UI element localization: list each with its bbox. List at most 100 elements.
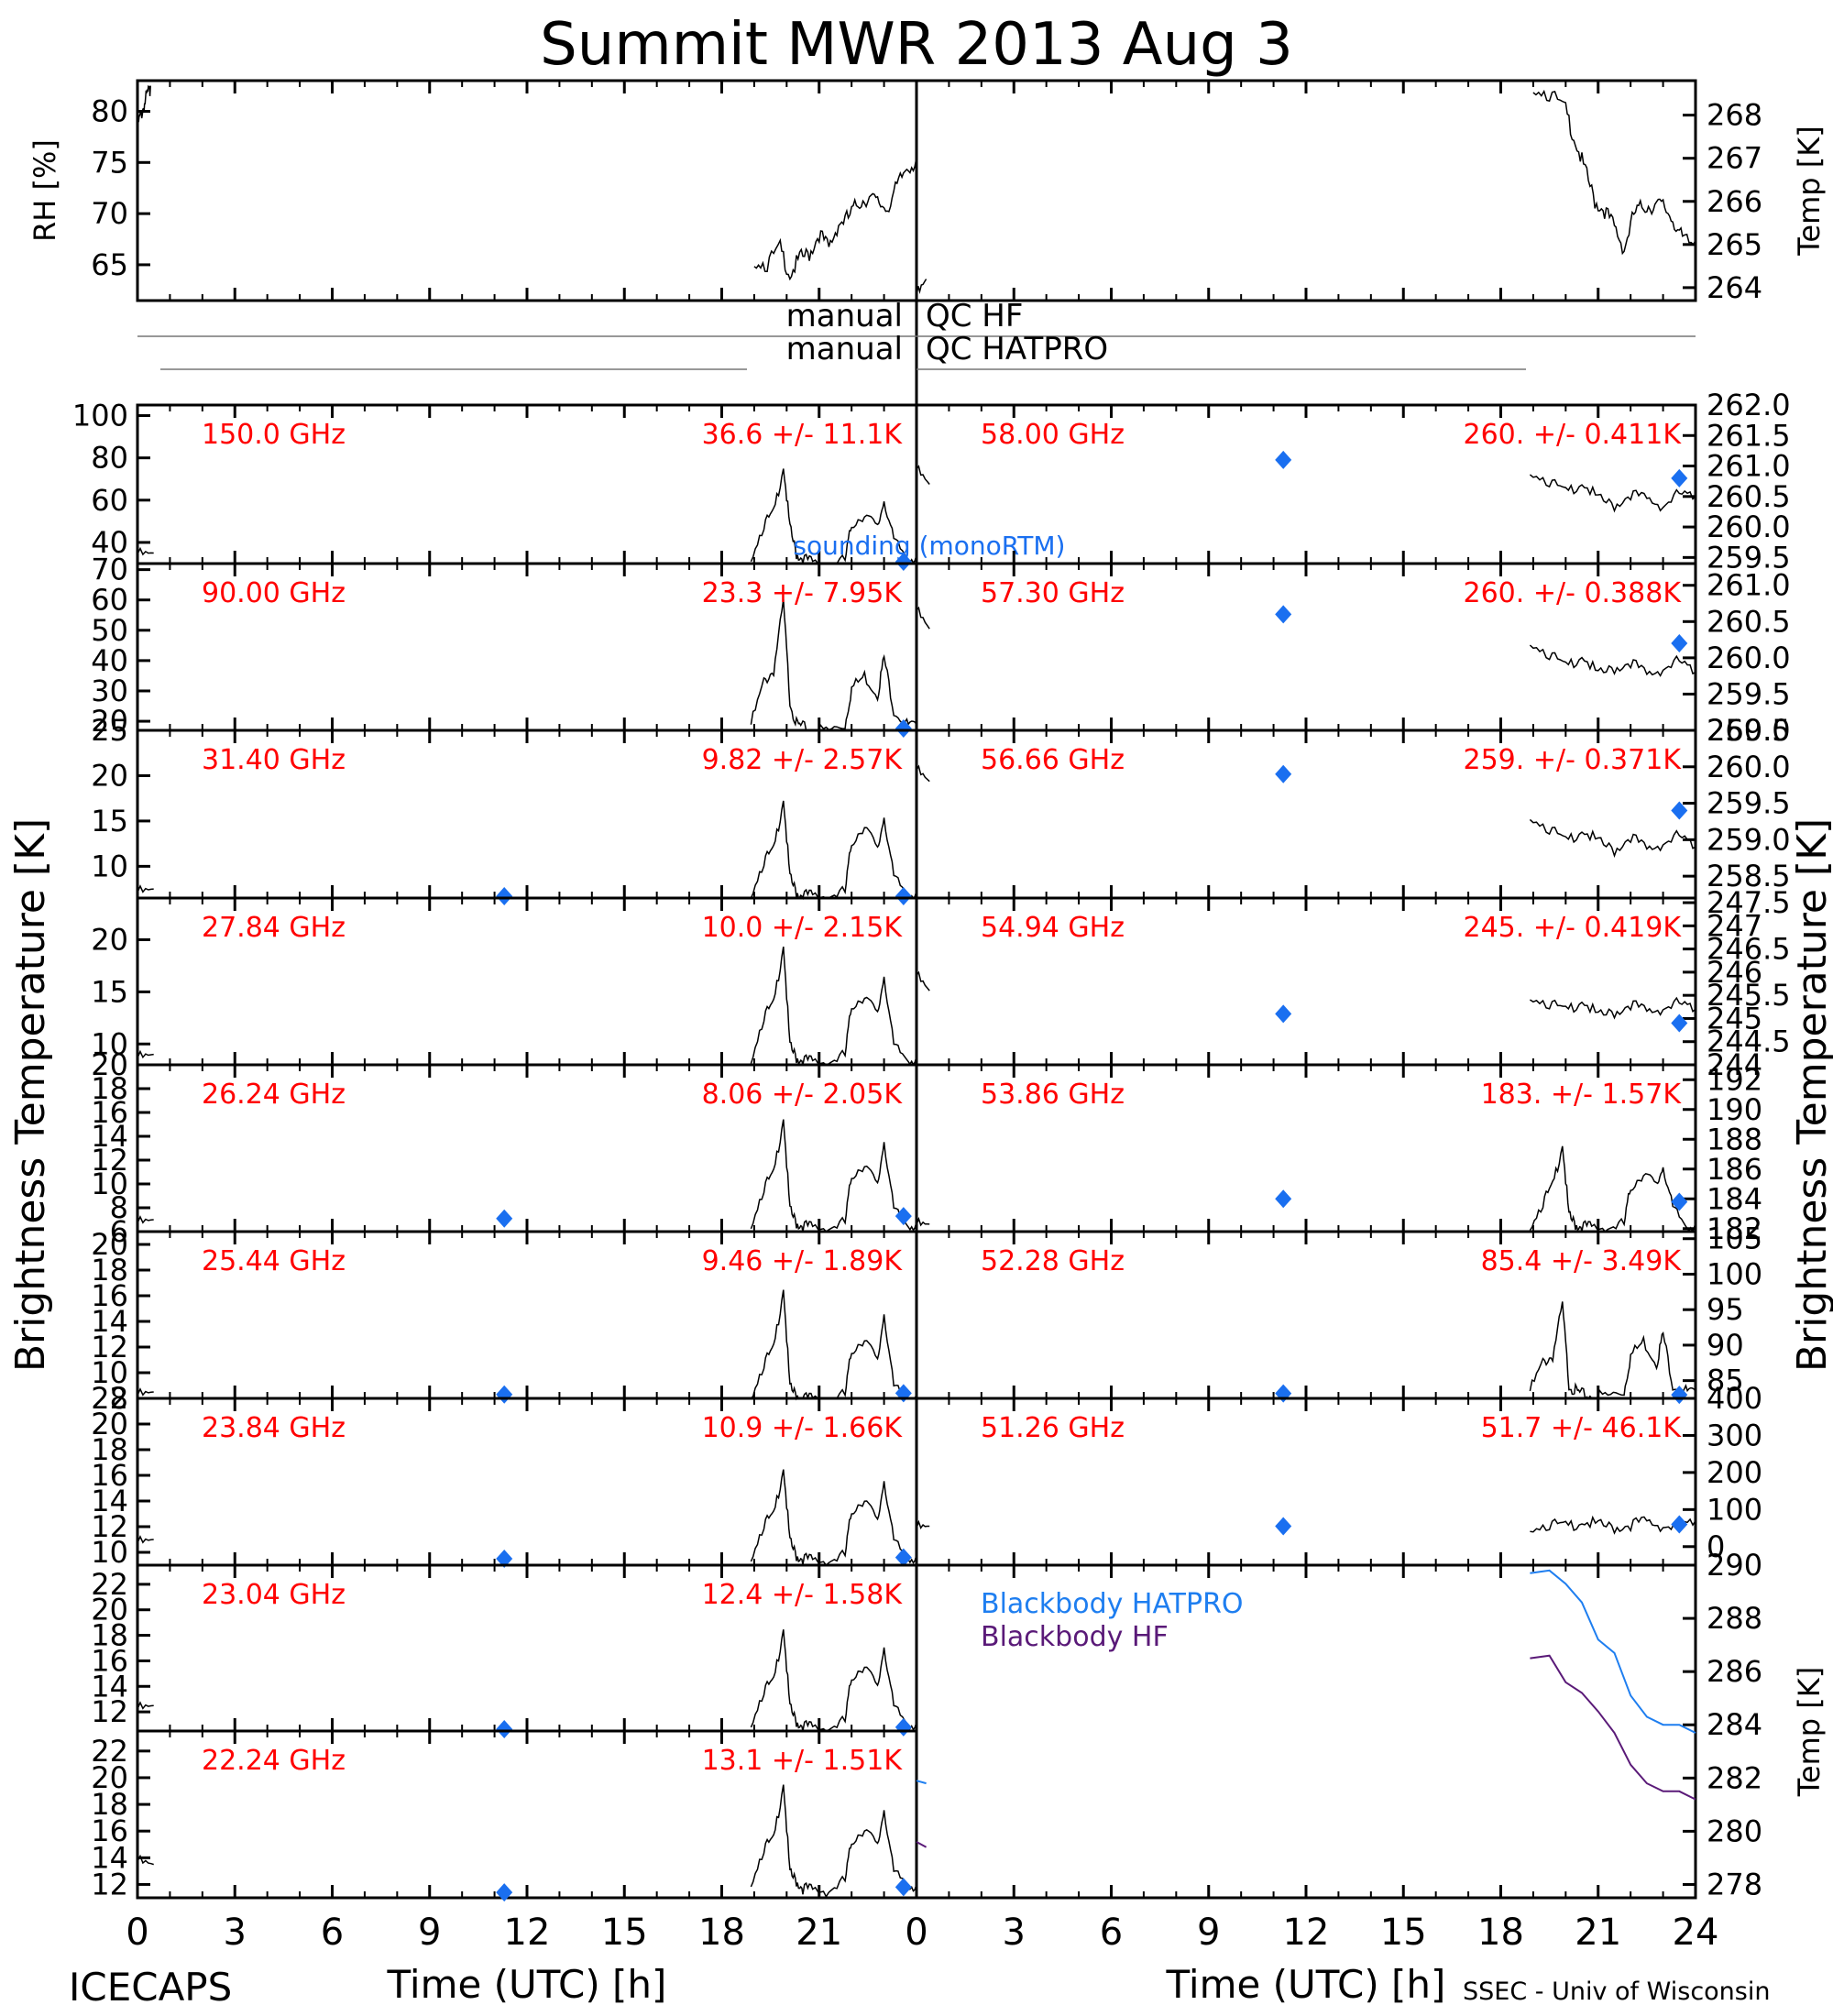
- y-tick-label: 192: [1707, 1062, 1762, 1097]
- freq-label: 23.04 GHz: [202, 1579, 346, 1611]
- sounding-point: [496, 887, 513, 905]
- freq-label: 25.44 GHz: [202, 1245, 346, 1277]
- x-tick-label: 0: [905, 1912, 927, 1954]
- y-tick-label: 244: [1707, 1047, 1762, 1082]
- y-tick-label: 12: [91, 1867, 128, 1901]
- y-tick-label: 65: [91, 247, 128, 282]
- y-tick-label: 186: [1707, 1152, 1762, 1187]
- x-tick-label: 21: [1575, 1912, 1621, 1954]
- y-tick-label: 8: [110, 1190, 128, 1225]
- stat-label: 51.7 +/- 46.1K: [1481, 1412, 1683, 1444]
- series-line: [750, 1629, 917, 1732]
- sounding-point: [1275, 1004, 1292, 1024]
- y-tick-label: 100: [72, 399, 128, 433]
- legend-item: Blackbody HF: [981, 1621, 1169, 1653]
- y-tick-label: 0: [1707, 1529, 1725, 1564]
- series-line: [1529, 644, 1696, 677]
- y-tick-label: 22: [91, 1381, 128, 1416]
- y-tick-label: 6: [110, 1214, 128, 1249]
- y-tick-label: 20: [91, 1047, 128, 1082]
- y-tick-label: 245: [1707, 1001, 1762, 1035]
- sounding-point: [1671, 1515, 1688, 1534]
- series-line: [750, 946, 917, 1067]
- freq-label: 58.00 GHz: [981, 419, 1125, 451]
- series-line-hatpro: [916, 1780, 927, 1785]
- series-line: [1530, 1515, 1696, 1535]
- y-tick-label: 300: [1707, 1418, 1762, 1452]
- y-tick-label: 16: [91, 1643, 128, 1678]
- panel-ch2784: 10 15 20 27.84 GHz 10.0 +/- 2.15K: [91, 896, 918, 1067]
- freq-label: 51.26 GHz: [981, 1412, 1125, 1444]
- y-tick-label: 95: [1707, 1292, 1744, 1327]
- y-tick-label: 259.5: [1707, 676, 1791, 711]
- y-axis-label: RH [%]: [27, 139, 62, 242]
- freq-label: 56.66 GHz: [981, 744, 1125, 776]
- legend-item: Blackbody HATPRO: [981, 1588, 1244, 1620]
- freq-label: 27.84 GHz: [202, 912, 346, 944]
- qc-label-left: manual: [786, 331, 903, 367]
- sounding-point: [895, 1717, 912, 1737]
- y-tick-label: 280: [1707, 1813, 1762, 1848]
- y-tick-label: 70: [91, 196, 128, 231]
- x-tick-label: 12: [1283, 1912, 1330, 1954]
- xlabel-right: Time (UTC) [h]: [1166, 1962, 1446, 2007]
- qc-area: manual QC HF manual QC HATPRO: [137, 81, 1696, 405]
- y-tick-label: 10: [91, 849, 128, 883]
- series-line: [1529, 474, 1696, 513]
- y-tick-label: 10: [91, 1026, 128, 1061]
- y-tick-label: 245.5: [1707, 978, 1791, 1013]
- y-tick-label: 266: [1707, 184, 1762, 219]
- sounding-point: [496, 1720, 513, 1738]
- sounding-point: [1671, 801, 1688, 820]
- y-tick-label: 400: [1707, 1381, 1762, 1416]
- y-tick-label: 260.5: [1707, 604, 1791, 639]
- y-tick-label: 15: [91, 804, 128, 838]
- y-tick-label: 30: [91, 674, 128, 708]
- x-tick-label: 6: [1100, 1912, 1123, 1954]
- freq-label: 31.40 GHz: [202, 744, 346, 776]
- series-line: [137, 1701, 154, 1710]
- y-tick-label: 25: [91, 713, 128, 748]
- sounding-point: [496, 1385, 513, 1404]
- y-tick-label: 10: [91, 1535, 128, 1570]
- series-line: [1529, 818, 1696, 859]
- y-tick-label: 182: [1707, 1211, 1762, 1246]
- stat-label: 36.6 +/- 11.1K: [702, 419, 904, 451]
- series-line: [1529, 996, 1696, 1020]
- y-tick-label: 246: [1707, 955, 1762, 990]
- y-tick-label: 14: [91, 1669, 128, 1704]
- sounding-point: [895, 887, 912, 905]
- y-tick-label: 284: [1707, 1707, 1762, 1742]
- series-line: [916, 279, 927, 297]
- series-line: [916, 465, 930, 485]
- x-tick-label: 3: [1003, 1912, 1026, 1954]
- freq-label: 26.24 GHz: [202, 1079, 346, 1111]
- y-tick-label: 16: [91, 1278, 128, 1313]
- y-tick-label: 20: [91, 1593, 128, 1627]
- y-tick-label: 286: [1707, 1654, 1762, 1689]
- series-line-hf: [916, 1841, 927, 1848]
- panel-frame: [915, 79, 1697, 302]
- sounding-point: [496, 1550, 513, 1568]
- sounding-point: [1671, 468, 1688, 488]
- qc-label-right: QC HF: [926, 298, 1023, 334]
- y-tick-label: 259.5: [1707, 786, 1791, 821]
- y-axis-label: Temp [K]: [1792, 1667, 1827, 1797]
- panel-ch150: 40 60 80 100 150.0 GHz 36.6 +/- 11.1K sounding…: [72, 399, 1065, 571]
- y-tick-label: 40: [91, 643, 128, 678]
- sounding-point: [1275, 1384, 1292, 1403]
- y-tick-label: 80: [91, 441, 128, 476]
- sounding-point: [895, 1878, 912, 1897]
- series-line-hf: [1530, 1654, 1696, 1801]
- stat-label: 13.1 +/- 1.51K: [702, 1745, 904, 1777]
- x-tick-label: 21: [796, 1912, 842, 1954]
- y-tick-label: 14: [91, 1119, 128, 1154]
- stat-label: 259. +/- 0.371K: [1464, 744, 1683, 776]
- series-line: [750, 1784, 917, 1899]
- footer-left: ICECAPS: [69, 1965, 232, 2010]
